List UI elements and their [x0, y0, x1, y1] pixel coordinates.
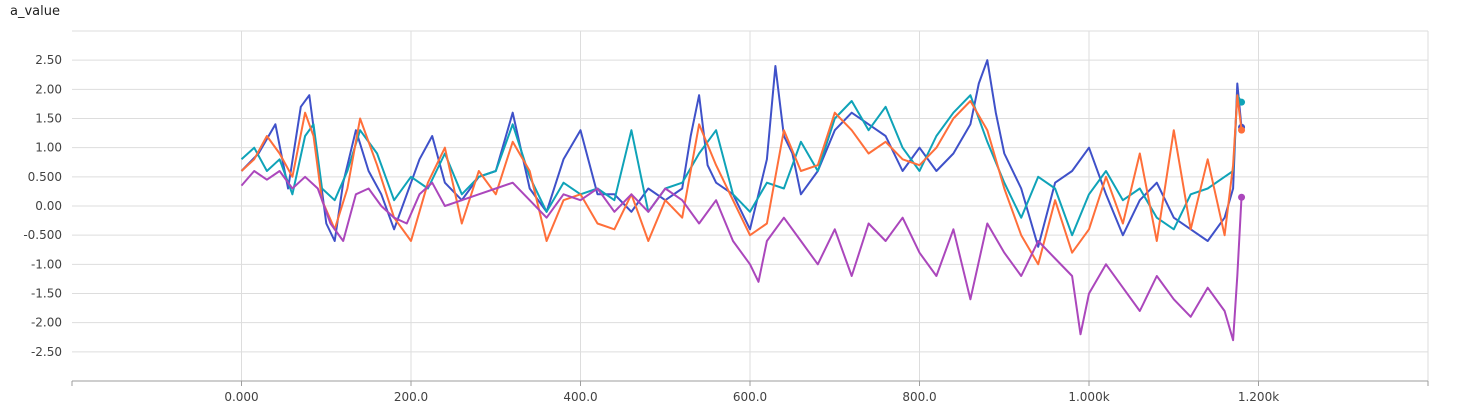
y-tick-label: 1.00 [35, 141, 62, 155]
x-axis [71, 380, 1429, 386]
y-tick-label: 1.50 [35, 112, 62, 126]
y-tick-label: 0.00 [35, 199, 62, 213]
y-tick-label: -2.50 [31, 345, 62, 359]
series-line-3 [240, 94, 1243, 266]
x-tick-label: 600.0 [733, 390, 767, 404]
y-tick-label: -1.50 [31, 287, 62, 301]
y-tick-label: -1.00 [31, 257, 62, 271]
series-lines [240, 59, 1246, 342]
series-end-point-3 [1238, 126, 1246, 134]
x-tick-label: 1.200k [1238, 390, 1279, 404]
x-tick-label: 200.0 [394, 390, 428, 404]
x-tick-label: 1.000k [1068, 390, 1109, 404]
x-tick-label: 0.000 [224, 390, 258, 404]
y-tick-label: 0.500 [28, 170, 62, 184]
series-line-2 [240, 94, 1243, 237]
series-end-point-4 [1238, 193, 1246, 201]
y-tick-label: -0.500 [23, 228, 62, 242]
x-tick-label: 400.0 [563, 390, 597, 404]
y-tick-label: 2.00 [35, 82, 62, 96]
y-axis-tick-labels: 2.50 2.00 1.50 1.00 0.500 0.00 -0.500 -1.00 -1.5… [23, 53, 62, 359]
y-tick-label: 2.50 [35, 53, 62, 67]
x-axis-tick-labels: 0.000 200.0 400.0 600.0 800.0 1.000k 1.200k [224, 390, 1279, 404]
series-end-point-2 [1238, 98, 1246, 106]
chart-title: a_value [10, 4, 60, 19]
x-tick-label: 800.0 [902, 390, 936, 404]
gridlines [72, 30, 1429, 381]
series-line-4 [240, 170, 1243, 342]
y-tick-label: -2.00 [31, 316, 62, 330]
